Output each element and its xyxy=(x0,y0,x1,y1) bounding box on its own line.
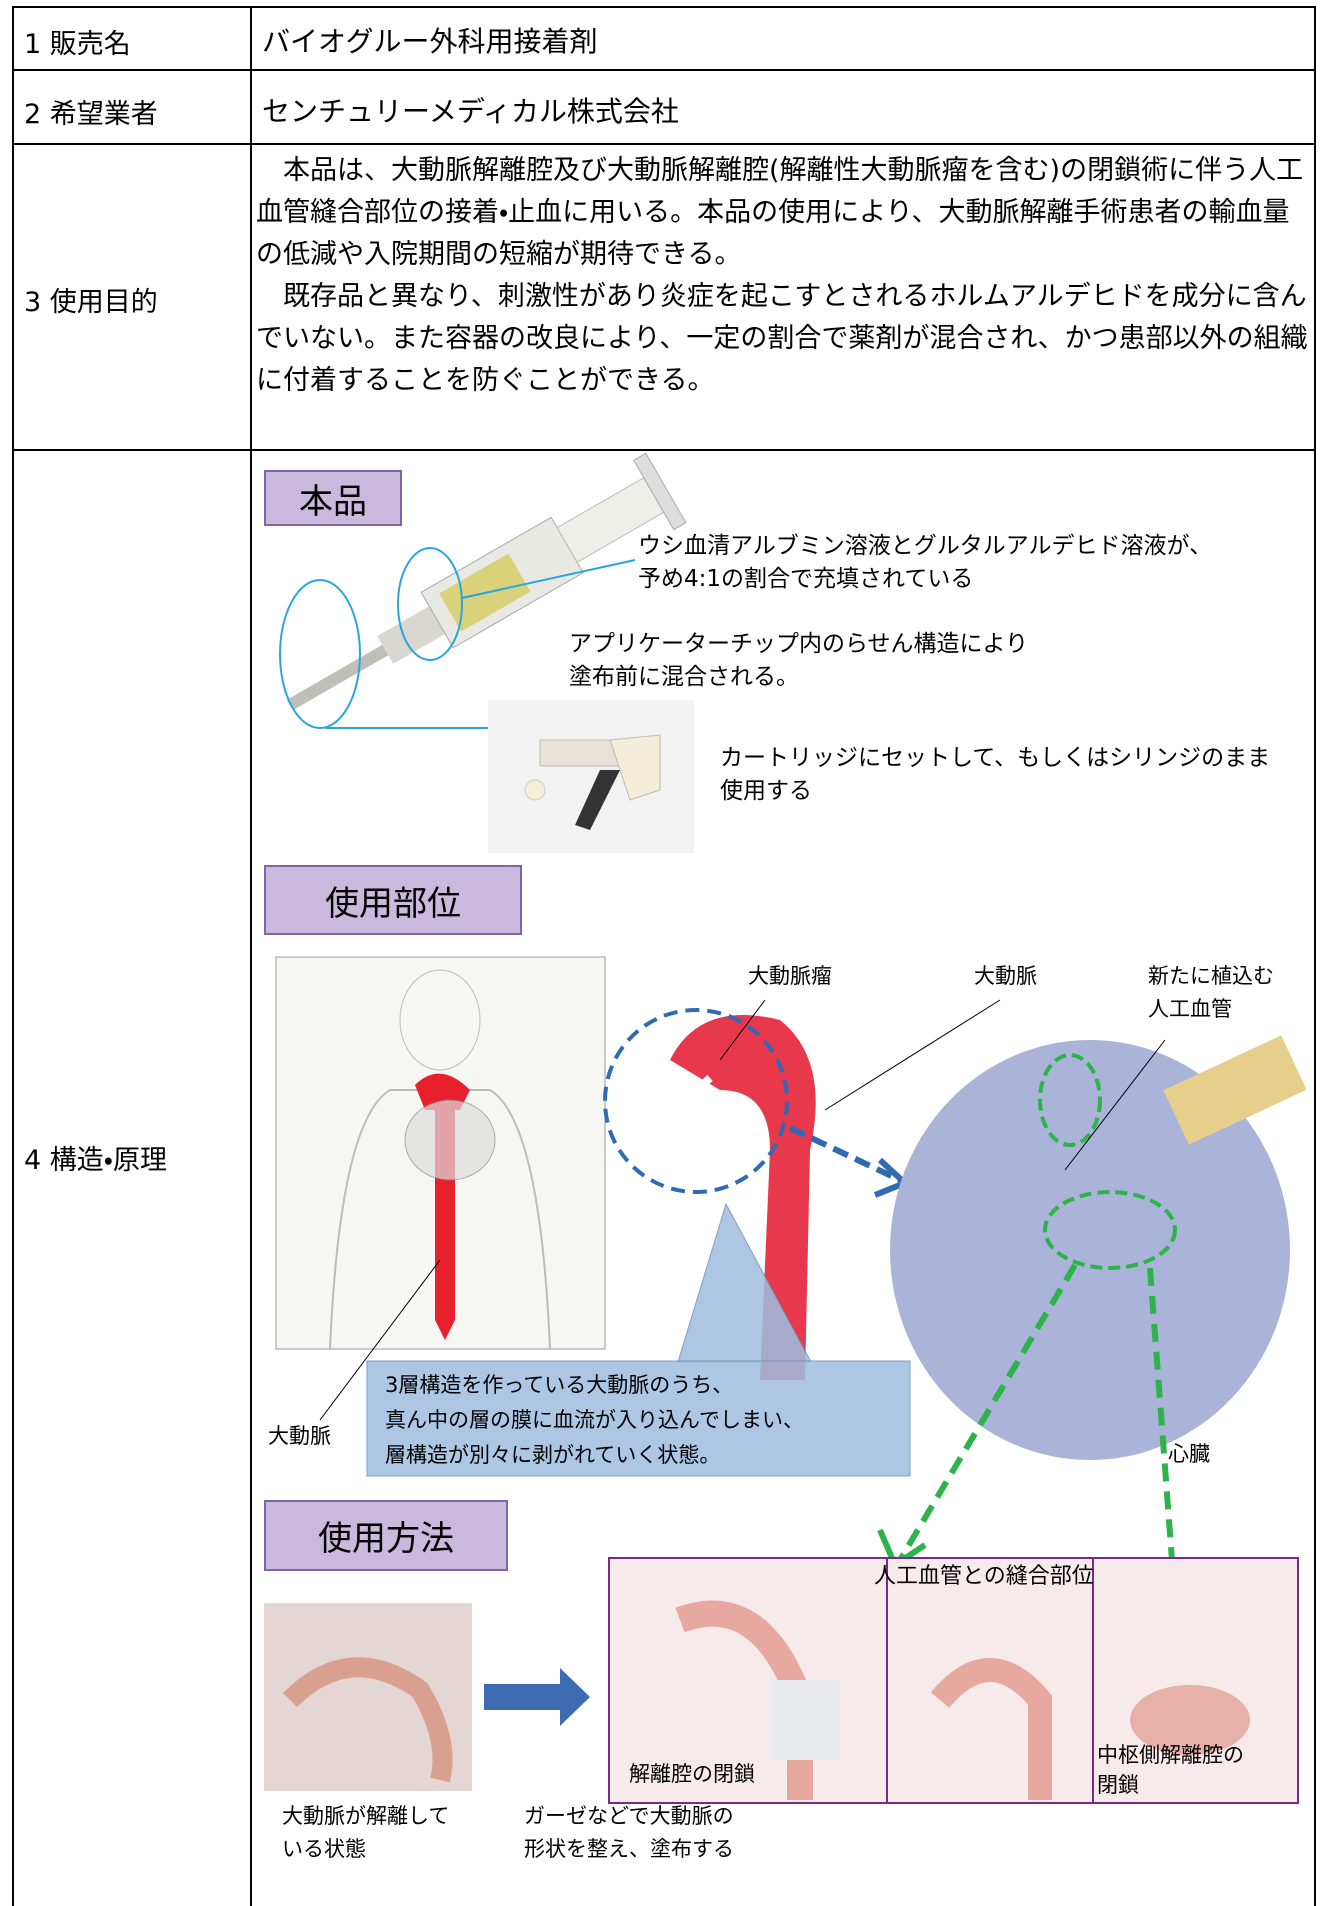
label: 中枢側解離腔の 閉鎖 xyxy=(1097,1740,1244,1800)
row-value: バイオグルー外科用接着剤 xyxy=(262,25,598,58)
label: 心臓 xyxy=(1168,1442,1210,1466)
annotation: アプリケーターチップ内のらせん構造により 塗布前に混合される。 xyxy=(569,628,1028,694)
row-label: 2 希望業者 xyxy=(24,99,158,130)
caption: 大動脈が解離して いる状態 xyxy=(282,1800,449,1866)
callout-line: 層構造が別々に剥がれていく状態。 xyxy=(385,1443,721,1467)
caption-line: 大動脈が解離して xyxy=(282,1804,450,1828)
callout-line: 3層構造を作っている大動脈のうち、 xyxy=(385,1373,734,1397)
section-heading: 本品 xyxy=(264,470,402,526)
annotation-line: アプリケーターチップ内のらせん構造により xyxy=(569,631,1029,657)
section-heading: 使用方法 xyxy=(264,1500,508,1571)
caption-line: いる状態 xyxy=(282,1837,366,1861)
row-line xyxy=(12,449,1316,451)
table-border xyxy=(12,6,1316,8)
label: 大動脈 xyxy=(974,964,1037,988)
table-border xyxy=(12,6,14,1906)
callout-text: 3層構造を作っている大動脈のうち、真ん中の層の膜に血流が入り込んでしまい、 層構造… xyxy=(385,1368,804,1473)
annotation: ウシ血清アルブミン溶液とグルタルアルデヒド溶液が、 予め4:1の割合で充填されてい… xyxy=(638,530,1212,596)
caption-line: 形状を整え、塗布する xyxy=(524,1837,734,1861)
caption: ガーゼなどで大動脈の 形状を整え、塗布する xyxy=(524,1800,734,1866)
annotation-line: ウシ血清アルブミン溶液とグルタルアルデヒド溶液が、 xyxy=(638,533,1213,559)
annotation: カートリッジにセットして、もしくはシリンジのまま 使用する xyxy=(720,742,1270,808)
row-value: センチュリーメディカル株式会社 xyxy=(262,95,679,128)
row-label: 1 販売名 xyxy=(24,29,131,60)
annotation-line: 予め4:1の割合で充填されている xyxy=(638,566,974,592)
label-line: 人工血管 xyxy=(1148,997,1232,1021)
section-heading: 使用部位 xyxy=(264,865,522,935)
purpose-text: 本品は、大動脈解離腔及び大動脈解離腔(解離性大動脈瘤を含む)の閉鎖術に伴う人工血… xyxy=(256,150,1312,402)
label: 解離腔の閉鎖 xyxy=(629,1762,755,1786)
row-label: 3 使用目的 xyxy=(24,287,158,318)
annotation-line: 塗布前に混合される。 xyxy=(569,664,799,690)
row-line xyxy=(12,143,1316,145)
label: 大動脈 xyxy=(268,1424,331,1448)
label: 新たに植込む 人工血管 xyxy=(1148,960,1274,1026)
annotation-line: 使用する xyxy=(720,778,812,804)
label-line: 新たに植込む xyxy=(1148,964,1274,988)
row-line xyxy=(12,69,1316,71)
table-border xyxy=(1314,6,1316,1906)
row-label: 4 構造・原理 xyxy=(24,1145,167,1176)
label: 人工血管との縫合部位 xyxy=(874,1564,1094,1589)
label-line: 中枢側解離腔の xyxy=(1097,1743,1244,1767)
callout-line: 真ん中の層の膜に血流が入り込んでしまい、 xyxy=(385,1408,804,1432)
label: 大動脈瘤 xyxy=(748,964,832,988)
paragraph: 本品は、大動脈解離腔及び大動脈解離腔(解離性大動脈瘤を含む)の閉鎖術に伴う人工血… xyxy=(256,155,1304,270)
column-line xyxy=(250,6,252,1906)
label-line: 閉鎖 xyxy=(1097,1773,1139,1797)
caption-line: ガーゼなどで大動脈の xyxy=(524,1804,734,1828)
annotation-line: カートリッジにセットして、もしくはシリンジのまま xyxy=(720,745,1271,771)
paragraph: 既存品と異なり、刺激性があり炎症を起こすとされるホルムアルデヒドを成分に含んでい… xyxy=(256,281,1308,396)
